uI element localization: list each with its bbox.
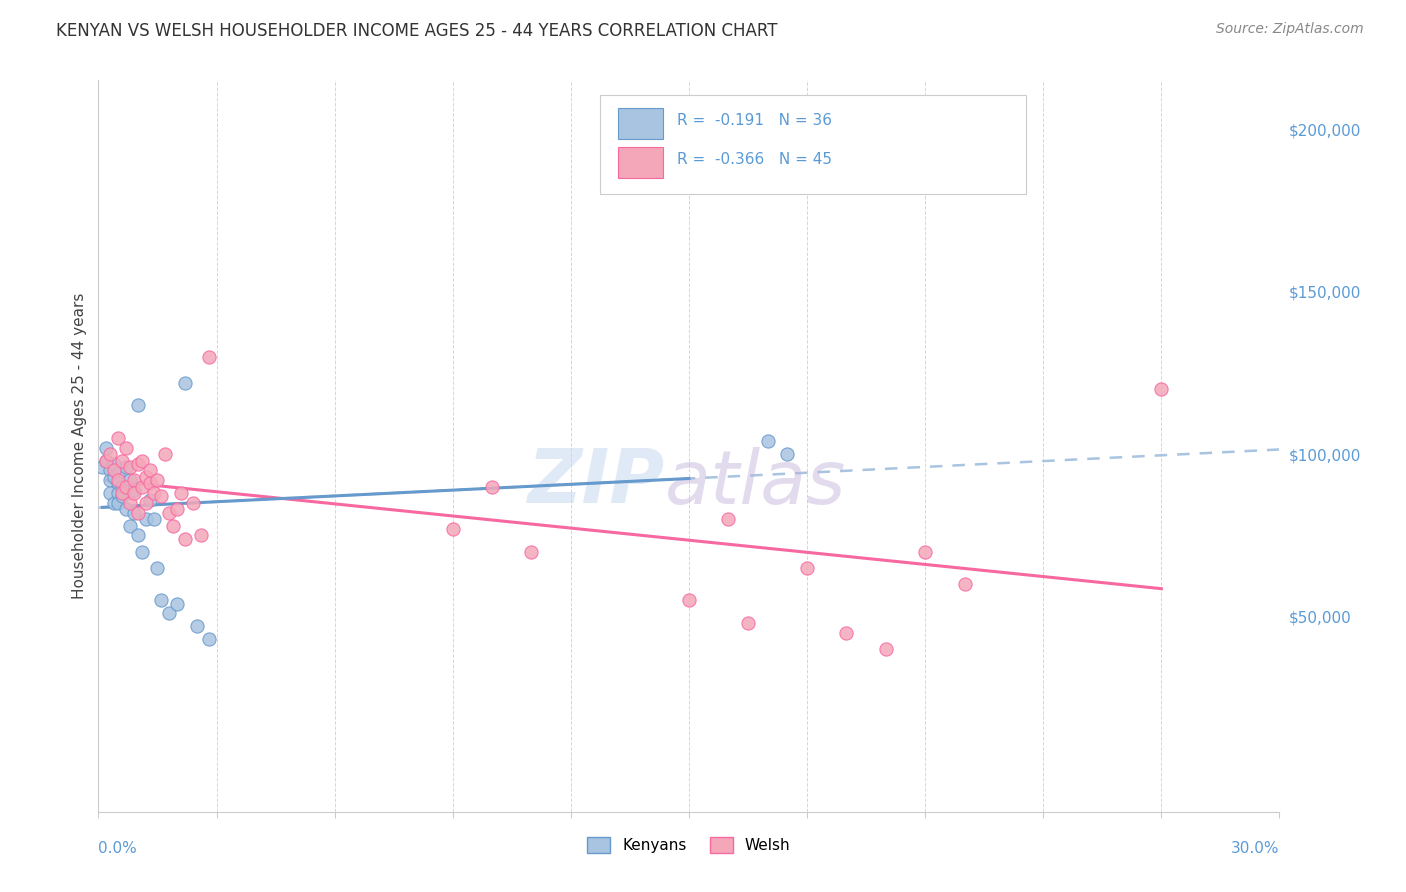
Point [98,447,121,461]
Point [157,607,180,621]
Point [122,506,145,520]
Point [678,593,700,607]
Point [155,447,177,461]
FancyBboxPatch shape [600,95,1025,194]
Point [103,457,125,471]
Point [717,512,740,526]
Point [150,593,173,607]
Point [107,496,129,510]
Text: atlas: atlas [665,447,846,518]
Point [174,376,197,390]
Y-axis label: Householder Income Ages 25 - 44 years: Householder Income Ages 25 - 44 years [72,293,87,599]
Point [737,616,759,631]
Point [131,544,153,558]
Point [150,489,173,503]
Point [96,453,118,467]
Point [146,473,169,487]
Point [146,561,169,575]
Point [96,453,118,467]
Point [118,518,141,533]
Point [162,518,184,533]
Text: R =  -0.191   N = 36: R = -0.191 N = 36 [678,113,832,128]
Point [127,506,149,520]
Point [131,453,153,467]
Point [441,522,464,536]
Point [197,350,219,364]
Point [181,496,204,510]
Point [111,480,134,494]
Point [98,463,121,477]
Point [122,486,145,500]
Text: KENYAN VS WELSH HOUSEHOLDER INCOME AGES 25 - 44 YEARS CORRELATION CHART: KENYAN VS WELSH HOUSEHOLDER INCOME AGES … [56,22,778,40]
Point [135,512,157,526]
Point [115,480,138,494]
Point [111,453,134,467]
Point [190,528,212,542]
Point [953,577,976,591]
Point [142,486,165,500]
Text: R =  -0.366   N = 45: R = -0.366 N = 45 [678,152,832,167]
Point [127,398,149,412]
Point [127,457,149,471]
Point [875,642,897,657]
Point [127,528,149,542]
Point [103,470,125,484]
Point [103,463,125,477]
Point [756,434,779,449]
Point [98,473,121,487]
Point [111,489,134,503]
Point [115,441,138,455]
Point [776,447,799,461]
Point [115,502,138,516]
Point [166,502,188,516]
Point [197,632,219,647]
Point [135,470,157,484]
Point [118,496,141,510]
Point [157,506,180,520]
Point [142,512,165,526]
Point [111,486,134,500]
Point [520,544,543,558]
Point [107,476,129,491]
Point [174,532,197,546]
Point [186,619,208,633]
Text: 30.0%: 30.0% [1232,841,1279,856]
Point [122,473,145,487]
Point [1150,382,1173,396]
Point [107,473,129,487]
Point [118,460,141,475]
Point [107,431,129,445]
Point [103,496,125,510]
Point [481,480,503,494]
Text: Source: ZipAtlas.com: Source: ZipAtlas.com [1216,22,1364,37]
Point [98,486,121,500]
Point [107,467,129,481]
Point [796,561,818,575]
Point [170,486,193,500]
Point [835,626,858,640]
Point [96,441,118,455]
Point [166,597,188,611]
Point [91,460,114,475]
Point [135,496,157,510]
Point [131,480,153,494]
Point [107,486,129,500]
Point [122,483,145,497]
FancyBboxPatch shape [619,108,664,139]
Point [138,463,160,477]
FancyBboxPatch shape [619,147,664,178]
Text: ZIP: ZIP [529,446,665,519]
Point [138,492,160,507]
Point [138,476,160,491]
Legend: Kenyans, Welsh: Kenyans, Welsh [581,830,797,859]
Point [914,544,936,558]
Point [118,473,141,487]
Text: 0.0%: 0.0% [98,841,138,856]
Point [115,460,138,475]
